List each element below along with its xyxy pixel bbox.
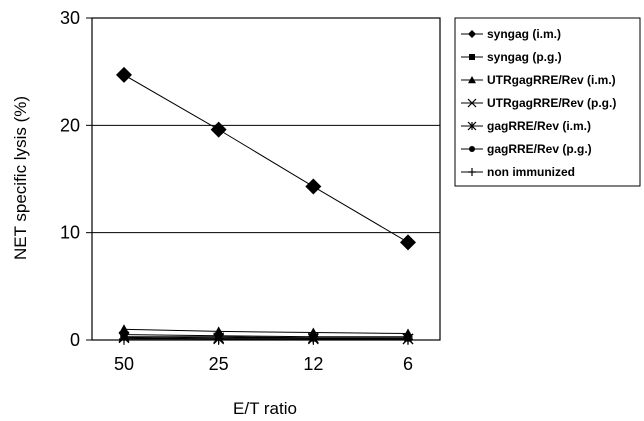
- series-0: [116, 66, 416, 251]
- legend-label: gagRRE/Rev (i.m.): [487, 119, 591, 133]
- legend-label: UTRgagRRE/Rev (p.g.): [487, 96, 616, 110]
- data-point: [400, 234, 416, 251]
- plot-frame: [91, 17, 441, 341]
- series-line: [123, 328, 409, 335]
- data-point: [116, 66, 132, 83]
- data-point: [309, 334, 318, 342]
- legend-item: gagRRE/Rev (p.g.): [461, 142, 592, 156]
- x-tick-label: 6: [403, 354, 413, 374]
- series-1: [120, 333, 412, 342]
- x-axis-ticks: 50 25 12 6: [114, 340, 413, 374]
- legend-label: non immunized: [487, 165, 575, 179]
- legend-box: [454, 17, 641, 187]
- legend-marker: [469, 54, 475, 60]
- legend-item: syngag (i.m.): [461, 27, 561, 41]
- legend-marker: [467, 121, 477, 131]
- series-line: [123, 336, 409, 340]
- plot-area: [86, 17, 441, 341]
- series-line: [123, 74, 409, 243]
- series-line: [123, 334, 408, 338]
- legend: syngag (i.m.) syngag (p.g.) UTRgagRRE/Rev …: [454, 17, 641, 187]
- y-tick-label: 0: [70, 330, 80, 350]
- y-axis-title: NET specific lysis (%): [11, 96, 30, 260]
- legend-marker: [468, 30, 476, 38]
- legend-item: UTRgagRRE/Rev (i.m.): [461, 73, 616, 87]
- x-tick-label: 25: [209, 354, 229, 374]
- y-axis-ticks: 0 10 20 30: [60, 8, 80, 350]
- x-tick-label: 12: [303, 354, 323, 374]
- legend-item: UTRgagRRE/Rev (p.g.): [461, 96, 616, 110]
- series-line: [124, 336, 408, 339]
- data-point: [214, 333, 223, 341]
- y-tick-label: 20: [60, 115, 80, 135]
- series-line: [123, 337, 408, 340]
- legend-item: syngag (p.g.): [461, 50, 562, 64]
- data-point: [305, 178, 322, 195]
- legend-marker: [467, 98, 477, 108]
- data-point: [119, 324, 129, 334]
- legend-label: UTRgagRRE/Rev (i.m.): [487, 73, 616, 87]
- data-point: [404, 334, 412, 342]
- y-tick-label: 10: [60, 223, 80, 243]
- legend-label: syngag (i.m.): [487, 27, 561, 41]
- legend-label: syngag (p.g.): [487, 50, 562, 64]
- data-point: [210, 121, 227, 138]
- x-tick-label: 50: [114, 354, 134, 374]
- legend-marker: [468, 76, 476, 84]
- legend-marker: [469, 146, 475, 152]
- legend-label: gagRRE/Rev (p.g.): [487, 142, 592, 156]
- legend-marker: [468, 168, 476, 176]
- y-tick-label: 30: [60, 8, 80, 28]
- legend-item: non immunized: [461, 165, 575, 179]
- legend-item: gagRRE/Rev (i.m.): [461, 119, 591, 133]
- x-axis-title: E/T ratio: [233, 399, 297, 418]
- data-point: [120, 333, 128, 341]
- series-layer: [116, 66, 416, 345]
